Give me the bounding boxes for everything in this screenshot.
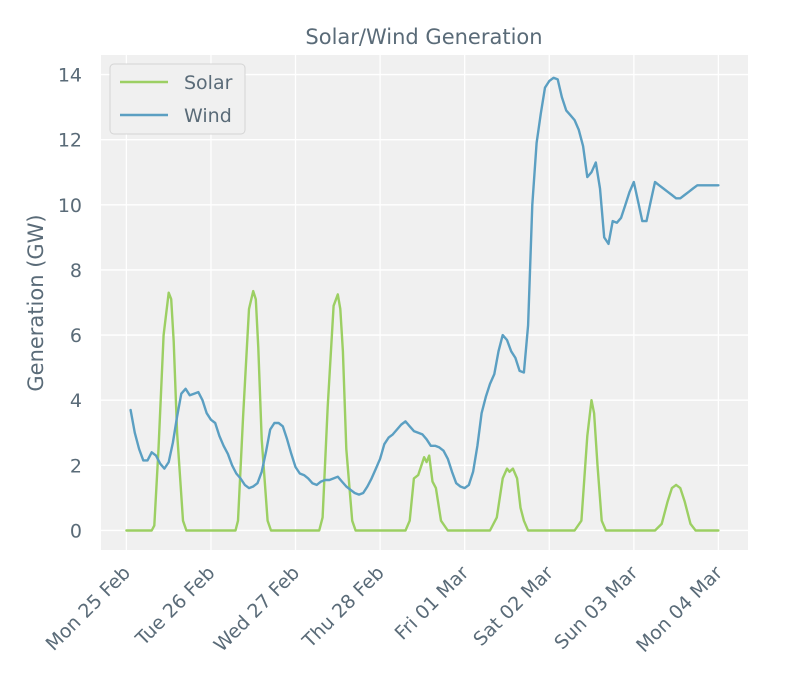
- x-tick-label: Sat 02 Mar: [469, 562, 558, 651]
- plot-area: [101, 55, 748, 550]
- legend-label-solar: Solar: [184, 72, 233, 94]
- x-tick-label: Mon 04 Mar: [632, 562, 727, 657]
- y-tick-label: 6: [70, 325, 82, 347]
- y-tick-label: 2: [70, 455, 82, 477]
- legend-label-wind: Wind: [184, 105, 232, 127]
- series-line-wind: [129, 76, 720, 496]
- chart-title: Solar/Wind Generation: [305, 25, 542, 49]
- y-tick-label: 4: [70, 390, 82, 412]
- x-tick-label: Sun 03 Mar: [550, 562, 642, 654]
- legend: Solar Wind: [109, 63, 246, 135]
- x-tick-label: Fri 01 Mar: [391, 562, 474, 645]
- series-line-solar: [125, 289, 720, 532]
- y-axis-label: Generation (GW): [24, 214, 48, 391]
- x-tick-label: Tue 26 Feb: [131, 562, 220, 651]
- y-tick-label: 12: [58, 130, 82, 152]
- x-tick-label: Wed 27 Feb: [210, 562, 304, 656]
- y-tick-label: 0: [70, 520, 82, 542]
- x-tick-label: Mon 25 Feb: [42, 562, 135, 655]
- y-tick-label: 14: [58, 65, 82, 87]
- y-tick-label: 10: [58, 195, 82, 217]
- x-tick-label: Thu 28 Feb: [298, 562, 389, 653]
- y-tick-label: 8: [70, 260, 82, 282]
